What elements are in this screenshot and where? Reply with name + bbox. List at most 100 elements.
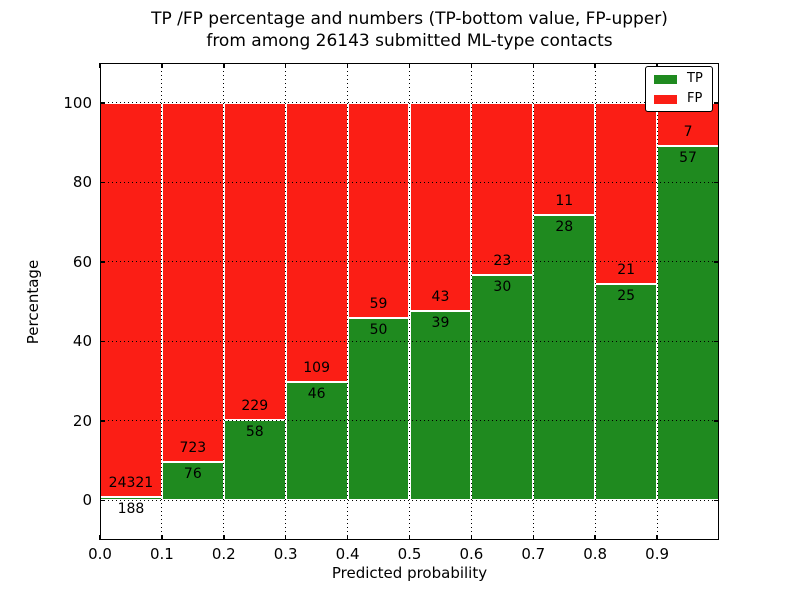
- x-tick-mark: [346, 535, 349, 540]
- fp-count-label: 109: [303, 360, 330, 377]
- x-tick-label: 0.0: [88, 545, 112, 563]
- bar-segment-tp: [595, 284, 658, 501]
- x-tick-mark-top: [284, 63, 287, 68]
- tp-count-label: 46: [307, 386, 326, 403]
- tp-count-label: 188: [117, 501, 145, 518]
- x-gridline: [409, 63, 410, 540]
- bar-segment-fp: [533, 102, 596, 215]
- bar-segment-fp: [595, 102, 658, 285]
- legend-item: FP: [654, 92, 703, 106]
- x-gridline: [594, 63, 596, 540]
- x-tick-mark-top: [656, 63, 658, 68]
- y-tick-label: 0: [82, 491, 92, 510]
- bar-segment-fp: [100, 102, 162, 498]
- y-tick-mark: [100, 261, 105, 263]
- plot-area: 24321 188 723 76 229 58 109 46 59 50 43 39 23 30 11 28 2…: [99, 63, 719, 540]
- y-tick-mark: [100, 420, 105, 422]
- x-tick-mark: [532, 535, 535, 540]
- x-tick-mark-top: [346, 63, 349, 68]
- x-tick-label: 0.3: [273, 545, 298, 563]
- legend: TP FP: [645, 66, 713, 112]
- y-tick-label: 60: [72, 252, 92, 271]
- x-tick-mark: [408, 535, 411, 540]
- legend-item: TP: [654, 72, 703, 86]
- y-tick-label: 40: [72, 332, 92, 351]
- fp-count-label: 21: [617, 262, 636, 279]
- tp-count-label: 76: [183, 466, 202, 483]
- y-tick-label: 20: [72, 411, 92, 430]
- y-tick-mark-right: [714, 181, 719, 183]
- y-tick-mark-right: [714, 340, 719, 342]
- bar-segment-fp: [347, 102, 410, 318]
- tp-count-label: 25: [617, 288, 636, 305]
- y-tick-mark: [100, 102, 105, 104]
- bar-segment-tp: [347, 317, 410, 501]
- x-tick-label: 0.2: [211, 545, 236, 563]
- y-tick-mark: [100, 181, 105, 183]
- bar-segment-tp: [161, 462, 224, 501]
- tp-count-label: 58: [245, 423, 264, 440]
- x-gridline: [347, 63, 349, 540]
- x-gridline: [532, 63, 534, 540]
- tp-count-label: 30: [493, 279, 512, 296]
- bar-segment-fp: [471, 102, 534, 276]
- x-tick-mark: [161, 535, 163, 540]
- x-tick-mark: [594, 535, 596, 540]
- x-tick-mark-top: [408, 63, 411, 68]
- x-tick-mark-top: [99, 63, 101, 68]
- y-axis-label: Percentage: [24, 259, 42, 345]
- bar-segment-tp: [471, 275, 534, 501]
- x-tick-mark-top: [470, 63, 473, 68]
- x-tick-mark-top: [532, 63, 535, 68]
- y-tick-label: 80: [72, 173, 92, 192]
- bar-segment-fp: [161, 102, 224, 463]
- x-tick-label: 0.4: [335, 545, 360, 563]
- x-gridline: [656, 63, 658, 540]
- bar-segment-tp: [533, 214, 596, 501]
- tp-count-label: 50: [369, 321, 388, 338]
- x-gridline: [470, 63, 472, 540]
- fp-count-label: 7: [683, 124, 693, 141]
- tp-count-label: 28: [555, 218, 574, 235]
- y-tick-mark-right: [714, 261, 719, 263]
- legend-item-label: FP: [687, 91, 703, 106]
- tp-count-label: 57: [679, 150, 697, 167]
- fp-count-label: 23: [493, 253, 512, 270]
- x-tick-label: 0.7: [521, 545, 546, 563]
- y-tick-mark: [100, 340, 105, 342]
- x-tick-label: 0.6: [459, 545, 484, 563]
- y-tick-mark-right: [714, 102, 719, 104]
- fp-legend-swatch: [654, 94, 677, 104]
- x-tick-mark: [223, 535, 225, 540]
- x-tick-mark: [284, 535, 287, 540]
- chart-title: TP /FP percentage and numbers (TP-bottom…: [100, 8, 719, 52]
- y-tick-mark-right: [714, 420, 719, 422]
- fp-count-label: 43: [431, 289, 450, 306]
- x-tick-mark: [656, 535, 658, 540]
- fp-count-label: 11: [555, 192, 574, 209]
- x-tick-label: 0.5: [397, 545, 422, 563]
- fp-count-label: 24321: [108, 475, 154, 492]
- x-gridline: [223, 63, 225, 540]
- x-tick-mark: [470, 535, 473, 540]
- bar-segment-tp: [285, 382, 348, 501]
- bar-segment-tp: [657, 146, 719, 501]
- x-tick-label: 0.9: [645, 545, 670, 563]
- x-gridline: [285, 63, 287, 540]
- fp-count-label: 723: [179, 440, 207, 457]
- tp-legend-swatch: [654, 74, 677, 84]
- chart-title-line1: TP /FP percentage and numbers (TP-bottom…: [151, 9, 668, 29]
- legend-item-label: TP: [687, 71, 703, 86]
- bar-segment-tp: [409, 311, 472, 501]
- x-tick-mark: [99, 535, 101, 540]
- x-tick-label: 0.1: [149, 545, 174, 563]
- x-gridline: [161, 63, 163, 540]
- fp-count-label: 59: [369, 295, 388, 312]
- y-tick-label: 100: [63, 93, 92, 112]
- x-tick-mark-top: [223, 63, 225, 68]
- x-tick-mark-top: [161, 63, 163, 68]
- y-tick-mark: [100, 499, 105, 501]
- chart-title-line2: from among 26143 submitted ML-type conta…: [206, 31, 613, 51]
- x-tick-label: 0.8: [583, 545, 608, 563]
